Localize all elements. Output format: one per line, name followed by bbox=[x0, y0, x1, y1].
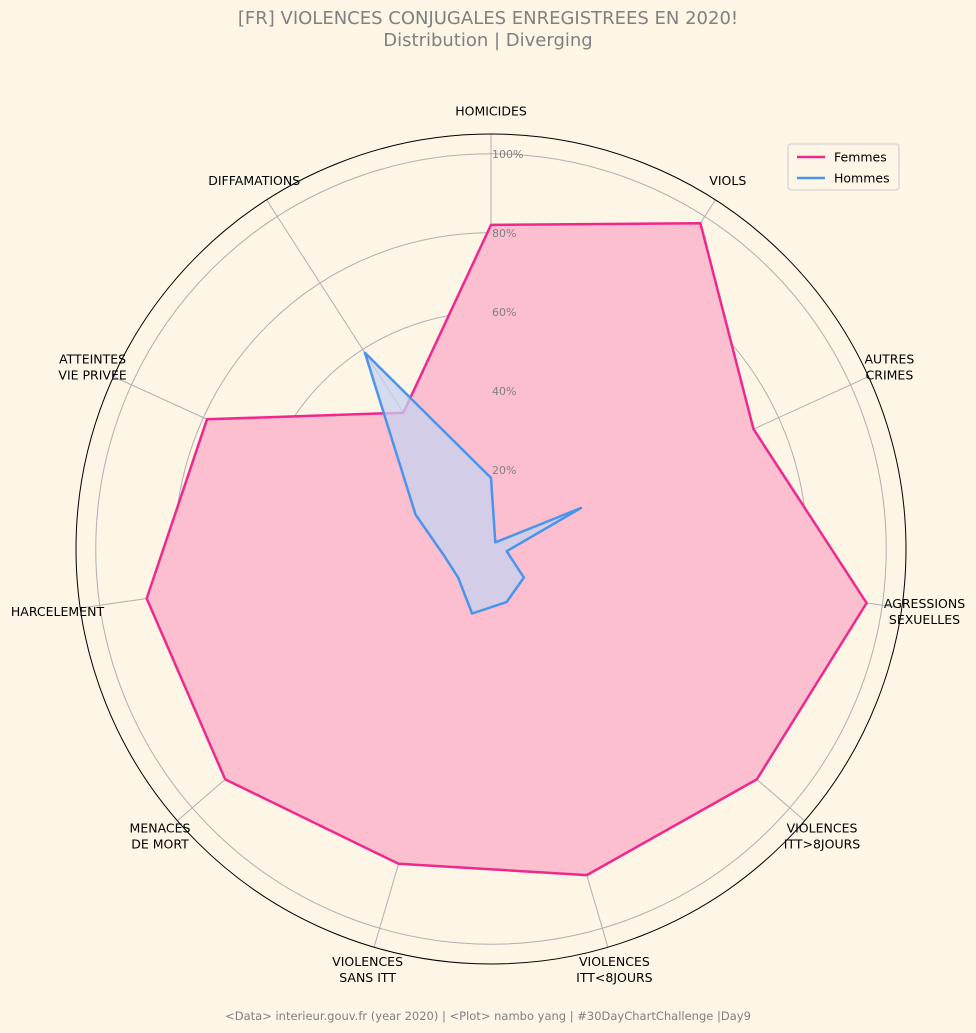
category-label-8: MENACES DE MORT bbox=[130, 820, 191, 851]
category-label-9: HARCELEMENT bbox=[11, 604, 105, 619]
tick-label-1: 20% bbox=[492, 464, 516, 477]
category-label-5: VIOLENCES ITT>8JOURS bbox=[784, 820, 861, 851]
series-line-femmes bbox=[145, 221, 868, 877]
category-label-10: ATTEINTES VIE PRIVEE bbox=[58, 352, 126, 383]
series-line-hommes bbox=[363, 351, 583, 615]
category-label-7: VIOLENCES SANS ITT bbox=[332, 954, 403, 985]
polar-frame bbox=[75, 133, 907, 965]
chart-subtitle: Distribution | Diverging bbox=[383, 30, 593, 51]
radar-series bbox=[145, 221, 868, 877]
category-label-1: HOMICIDES bbox=[455, 104, 527, 119]
category-label-3: AUTRES CRIMES bbox=[864, 352, 914, 383]
chart-title: [FR] VIOLENCES CONJUGALES ENREGISTREES E… bbox=[237, 8, 739, 29]
category-label-4: AGRESSIONS SEXUELLES bbox=[884, 596, 965, 627]
radial-tick-labels: 20% 40% 60% 80% 100% bbox=[492, 148, 523, 477]
series-fill-hommes bbox=[364, 352, 581, 614]
category-label-11: DIFFAMATIONS bbox=[208, 173, 300, 188]
category-labels: HOMICIDES VIOLS AUTRES CRIMES AGRESSIONS SEXU… bbox=[11, 104, 965, 985]
legend: Femmes Hommes bbox=[787, 143, 900, 191]
tick-label-4: 80% bbox=[492, 227, 516, 240]
tick-label-5: 100% bbox=[492, 148, 523, 161]
chart-title-block: [FR] VIOLENCES CONJUGALES ENREGISTREES E… bbox=[0, 8, 976, 52]
legend-label-hommes: Hommes bbox=[834, 171, 890, 186]
tick-label-2: 40% bbox=[492, 385, 516, 398]
tick-label-3: 60% bbox=[492, 306, 516, 319]
category-label-2: VIOLS bbox=[709, 173, 746, 188]
footer-credits: <Data> interieur.gouv.fr (year 2020) | <… bbox=[225, 1009, 751, 1023]
legend-label-femmes: Femmes bbox=[834, 150, 887, 165]
category-label-6: VIOLENCES ITT<8JOURS bbox=[576, 954, 653, 985]
